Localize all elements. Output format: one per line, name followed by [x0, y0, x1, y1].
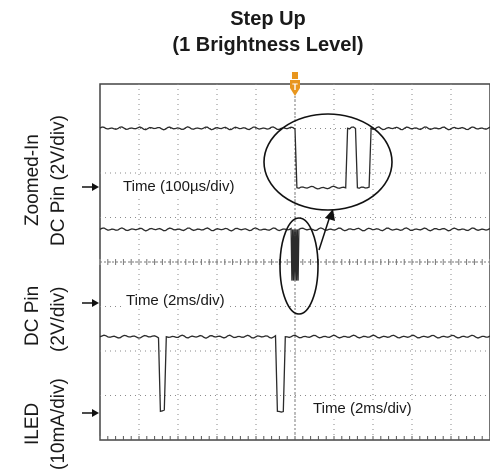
zoom-connector-arrowhead	[325, 209, 335, 221]
trigger-marker-icon	[290, 80, 300, 96]
trigger-marker-label: T	[292, 82, 298, 92]
time-annotation-dcpin: Time (2ms/div)	[124, 292, 227, 309]
trace-ch1	[99, 126, 490, 190]
zoom-ellipse-small	[279, 217, 319, 315]
channel-arrow-head	[92, 299, 99, 307]
time-annotation-iled: Time (2ms/div)	[311, 400, 414, 417]
channel-arrow-head	[92, 409, 99, 417]
trigger-marker-top	[292, 72, 298, 79]
time-annotation-zoomed: Time (100µs/div)	[121, 178, 237, 195]
zoom-ellipse-large	[263, 113, 393, 211]
trace-ch3	[99, 334, 490, 413]
chart-title: Step Up	[230, 8, 306, 30]
zoom-connector-line	[318, 215, 331, 251]
channel-arrow-head	[92, 183, 99, 191]
chart-subtitle: (1 Brightness Level)	[172, 34, 364, 56]
trace-ch2	[99, 227, 490, 281]
